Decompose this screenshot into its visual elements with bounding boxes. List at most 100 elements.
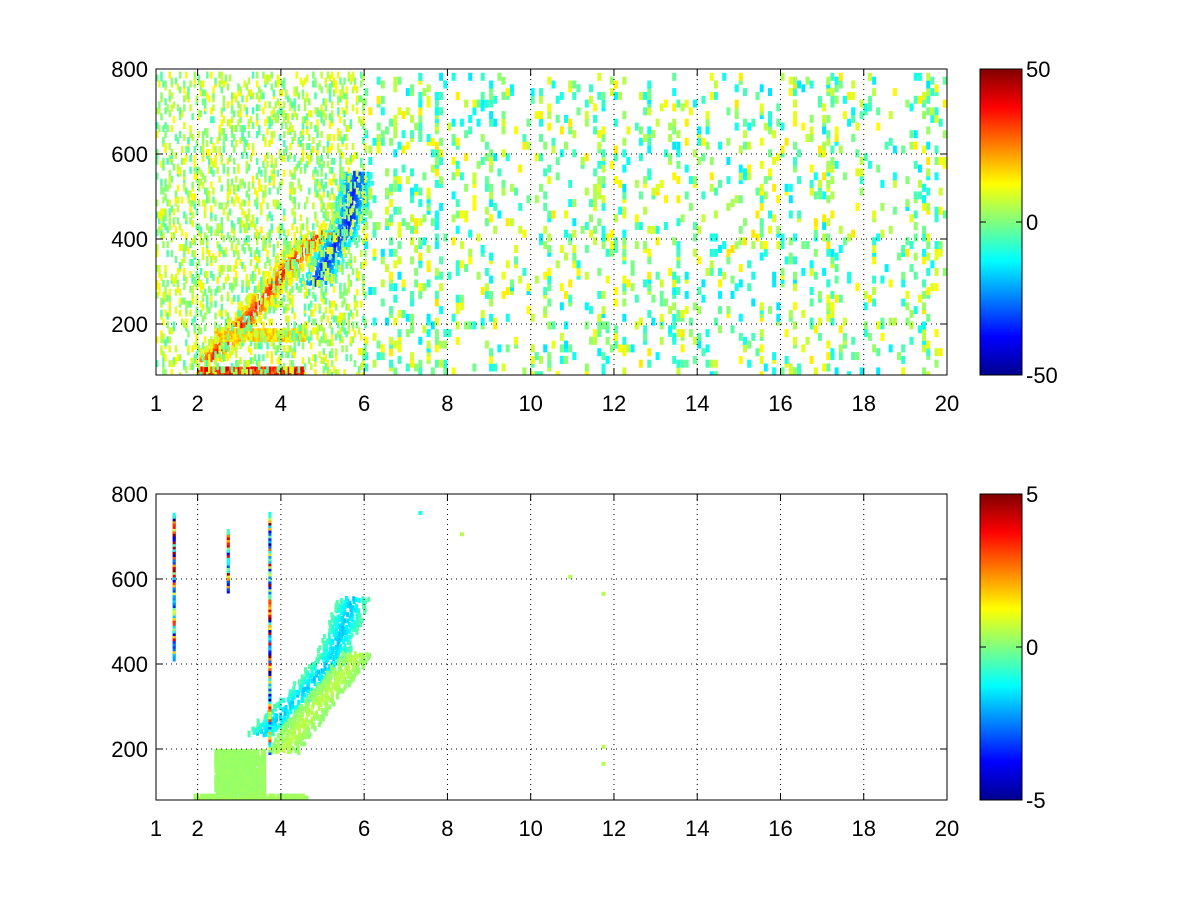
heatmap-cell [336, 259, 340, 265]
heatmap-cell [280, 272, 284, 278]
heatmap-cell [339, 312, 342, 320]
heatmap-cell [793, 118, 797, 127]
heatmap-cell [493, 225, 498, 234]
heatmap-cell [501, 149, 506, 158]
heatmap-cell [249, 220, 253, 228]
heatmap-cell [863, 290, 868, 299]
heatmap-cell [455, 160, 460, 169]
heatmap-cell [312, 282, 315, 290]
heatmap-cell [332, 273, 336, 281]
heatmap-cell [164, 369, 167, 375]
heatmap-cell [270, 137, 273, 144]
heatmap-cell [214, 154, 217, 162]
heatmap-cell [759, 252, 764, 261]
heatmap-cell [676, 359, 681, 368]
heatmap-cell [901, 298, 906, 307]
heatmap-cell [534, 153, 539, 162]
heatmap-cell [867, 103, 872, 112]
heatmap-cell [355, 151, 359, 159]
heatmap-cell [299, 238, 303, 246]
heatmap-cell [405, 313, 410, 322]
heatmap-cell [601, 176, 606, 185]
heatmap-cell [281, 707, 285, 713]
heatmap-cell [709, 359, 714, 368]
heatmap-cell [480, 72, 485, 81]
heatmap-cell [701, 214, 706, 223]
heatmap-cell [405, 363, 410, 372]
heatmap-cell [459, 210, 464, 219]
heatmap-cell [364, 363, 369, 372]
heatmap-cell [343, 630, 347, 635]
heatmap-cell [350, 201, 354, 207]
heatmap-cell [597, 183, 602, 192]
heatmap-cell [934, 359, 939, 368]
heatmap-cell [346, 628, 350, 634]
heatmap-cell [156, 264, 159, 272]
heatmap-cell [268, 281, 272, 287]
heatmap-cell [228, 184, 232, 192]
heatmap-cell [688, 317, 693, 326]
heatmap-cell [393, 367, 398, 375]
heatmap-cell [247, 181, 251, 189]
heatmap-cell [269, 285, 272, 290]
heatmap-cell [328, 261, 332, 267]
heatmap-cell [328, 628, 332, 634]
heatmap-cell [763, 241, 768, 250]
heatmap-cell [322, 291, 325, 299]
heatmap-cell [913, 252, 918, 261]
heatmap-cell [191, 238, 194, 246]
heatmap-cell [353, 192, 357, 198]
heatmap-cell [332, 193, 336, 201]
heatmap-cell [262, 732, 266, 738]
heatmap-cell [826, 241, 831, 250]
heatmap-cell [360, 363, 363, 371]
heatmap-cell [156, 172, 159, 180]
heatmap-cell [397, 107, 402, 116]
heatmap-cell [293, 131, 296, 138]
heatmap-cell [547, 298, 552, 307]
heatmap-cell [224, 202, 228, 210]
heatmap-cell [295, 282, 298, 290]
heatmap-cell [414, 363, 419, 372]
heatmap-cell [174, 357, 178, 365]
heatmap-cell [353, 187, 356, 193]
heatmap-cell [328, 243, 332, 249]
heatmap-cell [293, 351, 296, 359]
heatmap-cell [376, 76, 381, 85]
heatmap-cell [293, 110, 296, 118]
heatmap-cell [464, 321, 469, 330]
heatmap-cell [576, 84, 581, 93]
heatmap-cell [191, 273, 194, 281]
heatmap-cell [249, 89, 253, 97]
heatmap-cell [162, 241, 165, 249]
heatmap-cell [797, 210, 802, 219]
heatmap-cell [189, 166, 192, 174]
heatmap-cell [826, 313, 831, 322]
heatmap-cell [341, 267, 344, 275]
heatmap-cell [418, 283, 423, 292]
heatmap-cell [312, 354, 315, 362]
heatmap-cell [718, 179, 722, 188]
heatmap-cell [809, 164, 814, 173]
heatmap-cell [278, 289, 282, 295]
heatmap-cell [308, 110, 311, 118]
heatmap-cell [772, 271, 777, 280]
heatmap-cell [922, 367, 926, 375]
heatmap-cell [352, 170, 356, 176]
heatmap-cell [324, 270, 328, 278]
heatmap-cell [226, 178, 230, 186]
heatmap-cell [597, 91, 602, 100]
heatmap-cell [734, 84, 739, 93]
heatmap-cell [909, 241, 914, 250]
heatmap-cell [397, 344, 402, 353]
heatmap-cell [332, 632, 336, 638]
heatmap-cell [305, 143, 309, 150]
heatmap-cell [305, 241, 309, 249]
heatmap-cell [564, 210, 568, 219]
heatmap-cell [305, 119, 309, 127]
heatmap-cell [222, 128, 226, 136]
heatmap-cell [237, 83, 240, 91]
heatmap-cell [809, 260, 814, 269]
heatmap-cell [539, 153, 543, 162]
heatmap-cell [276, 253, 280, 260]
